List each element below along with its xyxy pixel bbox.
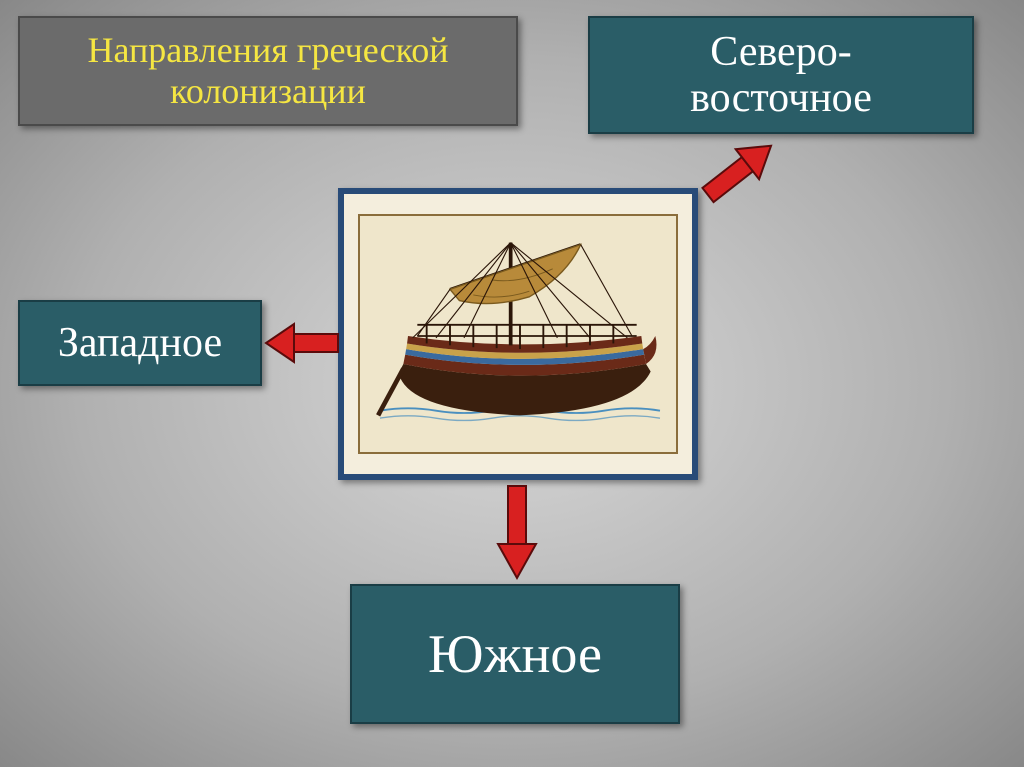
arrow-northeast — [688, 130, 798, 210]
title-text: Направления греческой колонизации — [34, 30, 502, 113]
center-ship-frame — [338, 188, 698, 480]
title-box: Направления греческой колонизации — [18, 16, 518, 126]
box-south: Южное — [350, 584, 680, 724]
arrow-west — [264, 318, 342, 368]
ship-inner — [358, 214, 678, 454]
ship-icon — [368, 224, 672, 448]
box-south-text: Южное — [428, 623, 602, 685]
box-west-text: Западное — [58, 319, 222, 367]
arrow-south — [492, 482, 542, 582]
box-west: Западное — [18, 300, 262, 386]
box-northeast: Северо- восточное — [588, 16, 974, 134]
box-northeast-text: Северо- восточное — [690, 29, 872, 121]
